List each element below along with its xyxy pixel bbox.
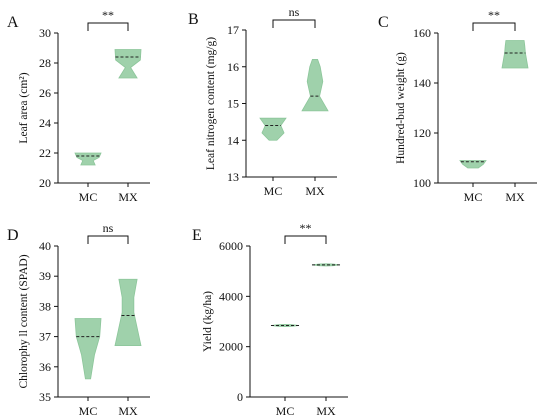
significance-label: ** bbox=[300, 221, 312, 235]
y-tick-label: 0 bbox=[237, 390, 243, 404]
significance-bracket bbox=[87, 235, 129, 244]
y-tick-label: 35 bbox=[39, 390, 51, 404]
x-tick-label: MC bbox=[276, 404, 295, 418]
y-tick-label: 2000 bbox=[219, 340, 243, 354]
panel-label: A bbox=[7, 14, 19, 31]
panel-E: E 0 2000 4000 6000 MC MX Yield (kg/ha) ** bbox=[192, 221, 348, 418]
panel-label: B bbox=[188, 11, 199, 28]
violin-MX bbox=[311, 263, 341, 267]
y-tick-label: 16 bbox=[227, 60, 239, 74]
y-tick-label: 39 bbox=[39, 269, 51, 283]
significance-bracket bbox=[472, 22, 516, 31]
y-tick-label: 15 bbox=[227, 97, 239, 111]
y-tick-label: 37 bbox=[39, 330, 51, 344]
y-tick-label: 160 bbox=[413, 26, 431, 40]
significance-label: ** bbox=[102, 8, 114, 22]
violin-MX bbox=[301, 59, 329, 112]
panel-A: A 20 22 24 26 28 30 MC MX Leaf area (cm²) ** bbox=[7, 8, 150, 204]
y-tick-label: 30 bbox=[39, 26, 51, 40]
y-tick-label: 36 bbox=[39, 360, 51, 374]
violin-MX bbox=[501, 40, 529, 69]
significance-bracket bbox=[284, 235, 327, 244]
x-tick-label: MC bbox=[79, 404, 98, 418]
y-tick-label: 28 bbox=[39, 56, 51, 70]
y-tick-label: 40 bbox=[39, 239, 51, 253]
y-tick-label: 24 bbox=[39, 116, 51, 130]
violin-MX bbox=[114, 49, 142, 79]
significance-label: ns bbox=[289, 5, 300, 19]
y-axis-label: Leaf nitrogen content (mg/g) bbox=[205, 37, 217, 170]
y-tick-label: 22 bbox=[39, 146, 51, 160]
panel-C: C 100 120 140 160 MC MX Hundred-bud weight (g) *… bbox=[378, 8, 537, 204]
y-tick-label: 17 bbox=[227, 23, 239, 37]
y-tick-label: 4000 bbox=[219, 289, 243, 303]
significance-label: ns bbox=[103, 221, 114, 235]
violin-MC bbox=[270, 324, 300, 328]
panel-B: B 13 14 15 16 17 MC MX Leaf nitrogen content (mg… bbox=[188, 5, 337, 198]
x-tick-label: MC bbox=[464, 190, 483, 204]
y-axis-label: Yield (kg/ha) bbox=[202, 291, 214, 352]
x-tick-label: MX bbox=[505, 190, 525, 204]
violin-MC bbox=[459, 160, 487, 169]
y-tick-label: 140 bbox=[413, 76, 431, 90]
y-axis-label: Leaf area (cm²) bbox=[18, 72, 30, 143]
y-tick-label: 13 bbox=[227, 170, 239, 184]
violin-MC bbox=[74, 318, 102, 380]
y-tick-label: 38 bbox=[39, 299, 51, 313]
x-tick-label: MX bbox=[316, 404, 336, 418]
y-axis-label: Hundred-bud weight (g) bbox=[395, 52, 407, 164]
x-tick-label: MC bbox=[264, 184, 283, 198]
x-tick-label: MX bbox=[118, 404, 138, 418]
panel-label: D bbox=[7, 227, 19, 244]
violin-MC bbox=[259, 117, 287, 141]
panel-D: D 35 36 37 38 39 40 MC MX Chlorophy ll content (S… bbox=[7, 221, 150, 418]
y-tick-label: 14 bbox=[227, 133, 239, 147]
y-axis-label: Chlorophy ll content (SPAD) bbox=[18, 254, 30, 388]
violin-MX bbox=[114, 278, 142, 347]
significance-bracket bbox=[87, 22, 129, 31]
y-tick-label: 120 bbox=[413, 126, 431, 140]
x-tick-label: MX bbox=[305, 184, 325, 198]
significance-label: ** bbox=[488, 8, 500, 22]
violin-MC bbox=[74, 152, 102, 166]
x-tick-label: MX bbox=[118, 190, 138, 204]
x-tick-label: MC bbox=[79, 190, 98, 204]
y-tick-label: 100 bbox=[413, 176, 431, 190]
significance-bracket bbox=[272, 19, 316, 28]
panel-label: E bbox=[192, 227, 202, 244]
y-tick-label: 26 bbox=[39, 86, 51, 100]
panel-label: C bbox=[378, 14, 389, 31]
y-tick-label: 20 bbox=[39, 176, 51, 190]
y-tick-label: 6000 bbox=[219, 239, 243, 253]
